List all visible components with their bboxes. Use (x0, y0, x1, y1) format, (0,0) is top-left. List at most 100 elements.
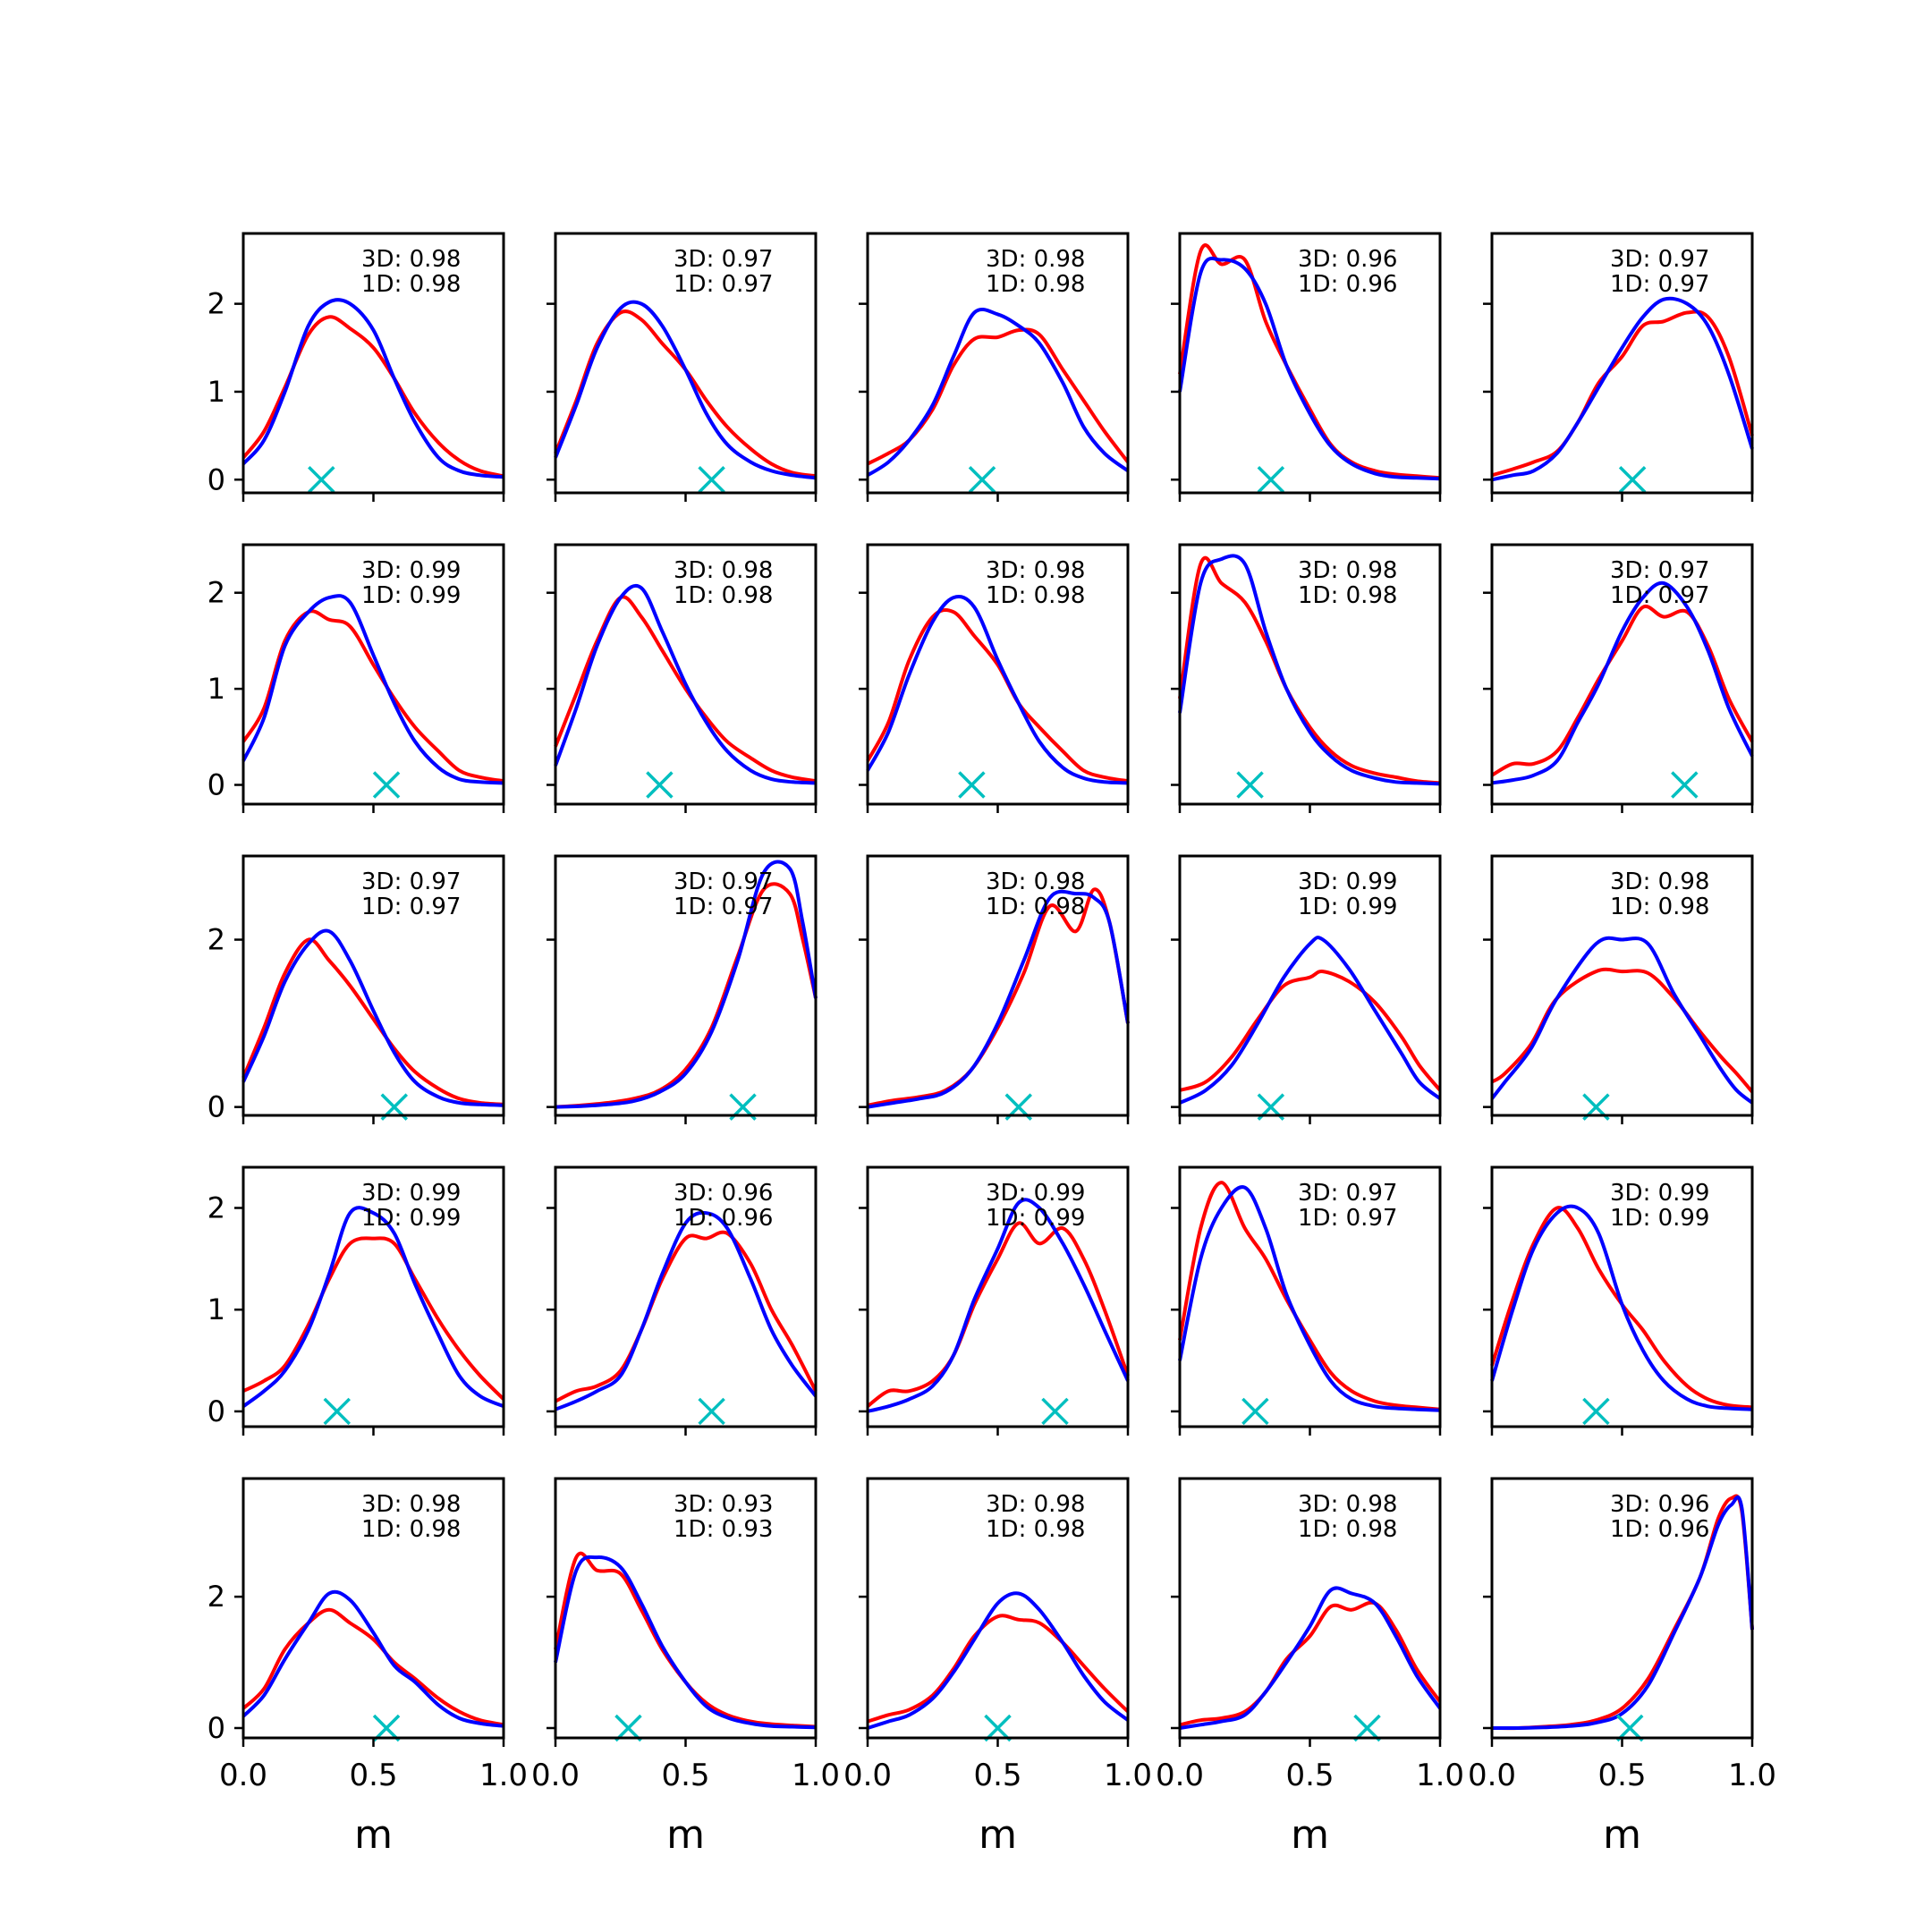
series-1d-line (242, 594, 504, 785)
score-label: 3D: 0.97 (361, 869, 461, 895)
series-1d-line (1179, 1586, 1442, 1730)
series-1d-line (1491, 1495, 1754, 1731)
x-axis-label: m (1291, 1812, 1329, 1858)
x-tick-label: 0.0 (1468, 1758, 1516, 1793)
score-label: 1D: 0.98 (1298, 1516, 1397, 1543)
score-label: 1D: 0.99 (361, 1205, 461, 1232)
score-label: 3D: 0.98 (674, 557, 773, 584)
series-3d-line (554, 1551, 817, 1729)
score-label: 1D: 0.98 (1610, 894, 1709, 920)
score-label: 3D: 0.97 (1610, 246, 1709, 273)
x-marker (614, 1714, 642, 1742)
x-marker (1618, 466, 1647, 494)
series-3d-line (1491, 309, 1754, 478)
series-1d-line (866, 307, 1130, 478)
score-label: 1D: 0.99 (1298, 894, 1397, 920)
x-marker (308, 466, 335, 494)
score-label: 1D: 0.96 (1610, 1516, 1709, 1543)
x-tick-label: 0.0 (1156, 1758, 1204, 1793)
x-marker (646, 771, 674, 799)
x-tick-label: 0.5 (1597, 1758, 1646, 1793)
series-1d-line (867, 889, 1130, 1109)
score-label: 1D: 0.98 (986, 894, 1085, 920)
series-1d-line (242, 1589, 504, 1728)
score-label: 3D: 0.98 (1610, 869, 1709, 895)
series-1d-line (1490, 1204, 1753, 1411)
x-marker (372, 1714, 401, 1742)
score-label: 3D: 0.98 (986, 246, 1085, 273)
series-3d-line (1178, 243, 1441, 480)
score-label: 1D: 0.98 (986, 582, 1085, 609)
score-label: 1D: 0.97 (674, 271, 773, 298)
series-1d-line (242, 928, 504, 1107)
series-3d-line (242, 937, 504, 1106)
score-label: 3D: 0.98 (986, 557, 1085, 584)
x-marker (1671, 771, 1699, 799)
score-label: 1D: 0.98 (361, 1516, 461, 1543)
x-marker (1582, 1397, 1610, 1426)
x-axis-label: m (666, 1812, 705, 1858)
series-3d-line (242, 1236, 505, 1401)
y-tick-label: 0 (208, 1711, 225, 1745)
score-label: 3D: 0.97 (1610, 557, 1709, 584)
y-tick-label: 2 (208, 1191, 225, 1224)
x-marker (698, 466, 725, 494)
score-label: 3D: 0.98 (986, 869, 1085, 895)
x-marker (1353, 1714, 1381, 1742)
score-label: 1D: 0.96 (1298, 271, 1397, 298)
series-1d-line (554, 300, 817, 480)
score-label: 3D: 0.96 (1610, 1491, 1709, 1518)
series-1d-line (1178, 256, 1441, 481)
score-label: 3D: 0.97 (674, 869, 773, 895)
x-marker (1257, 466, 1285, 494)
score-label: 1D: 0.99 (361, 582, 461, 609)
series-3d-line (866, 1221, 1130, 1408)
score-label: 3D: 0.98 (361, 1491, 461, 1518)
score-label: 1D: 0.97 (1610, 582, 1709, 609)
score-label: 1D: 0.99 (986, 1205, 1085, 1232)
x-marker (958, 771, 986, 799)
series-3d-line (867, 1614, 1130, 1724)
score-label: 1D: 0.98 (361, 271, 461, 298)
series-1d-line (1491, 580, 1754, 785)
x-tick-label: 0.0 (219, 1758, 267, 1793)
score-label: 3D: 0.99 (1610, 1180, 1709, 1207)
series-3d-line (242, 609, 504, 784)
score-label: 1D: 0.98 (986, 1516, 1085, 1543)
x-marker (1236, 771, 1264, 799)
score-label: 3D: 0.98 (361, 246, 461, 273)
x-tick-label: 0.0 (843, 1758, 892, 1793)
x-tick-label: 0.5 (661, 1758, 709, 1793)
series-1d-line (242, 1206, 504, 1409)
score-label: 3D: 0.99 (986, 1180, 1085, 1207)
x-tick-label: 1.0 (1728, 1758, 1776, 1793)
x-tick-label: 1.0 (792, 1758, 840, 1793)
series-3d-line (1179, 970, 1442, 1092)
y-tick-label: 0 (208, 768, 225, 802)
series-1d-line (554, 1555, 817, 1730)
series-3d-line (1178, 555, 1441, 785)
series-3d-line (554, 309, 817, 479)
series-3d-line (866, 607, 1129, 784)
x-marker (1041, 1397, 1069, 1426)
series-1d-line (867, 1198, 1130, 1413)
